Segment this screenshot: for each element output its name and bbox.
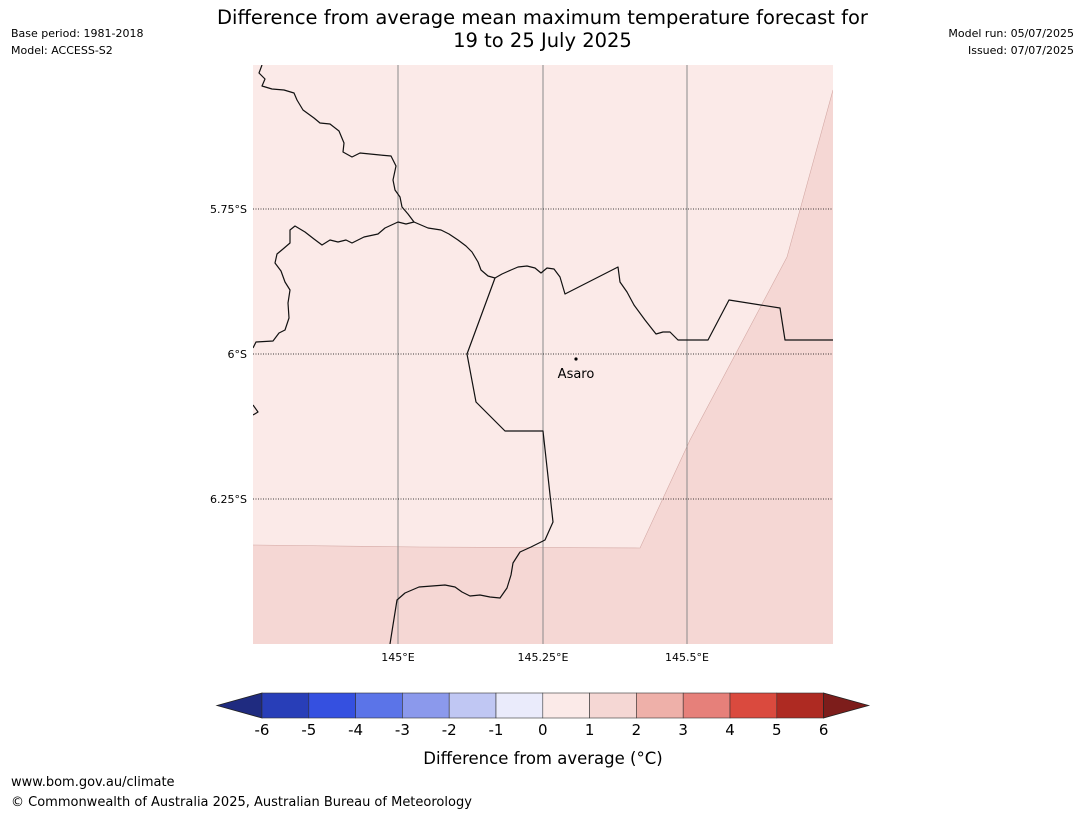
colorbar-swatch	[495, 692, 544, 719]
colorbar-tick-label: 2	[632, 721, 642, 739]
colorbar-swatch	[776, 692, 824, 719]
colorbar-swatch	[636, 692, 684, 719]
title-line-2: 19 to 25 July 2025	[453, 29, 632, 52]
model-run: Model run: 05/07/2025	[948, 27, 1074, 40]
anomaly-contour	[253, 89, 833, 549]
meta-left: Base period: 1981-2018 Model: ACCESS-S2	[11, 25, 143, 59]
colorbar-tick-label: 5	[772, 721, 782, 739]
boundary-asaro-west	[389, 277, 554, 644]
lat-label: 6°S	[228, 348, 247, 361]
colorbar-tick-label: -2	[442, 721, 457, 739]
colorbar-tick-label: -6	[255, 721, 270, 739]
asaro-marker	[574, 357, 578, 361]
colorbar-tick-label: -5	[301, 721, 316, 739]
colorbar-tick-label: -1	[489, 721, 504, 739]
colorbar-extend-max	[823, 692, 871, 719]
colorbar-swatch	[261, 692, 310, 719]
base-period: Base period: 1981-2018	[11, 27, 144, 40]
page-title: Difference from average mean maximum tem…	[160, 6, 925, 52]
asaro-label: Asaro	[558, 367, 595, 382]
lat-label: 6.25°S	[210, 493, 247, 506]
boundary-ridge	[413, 221, 833, 341]
map-plot: Asaro	[253, 65, 833, 644]
colorbar-swatch	[355, 692, 403, 719]
footer-url[interactable]: www.bom.gov.au/climate	[11, 775, 175, 790]
colorbar-swatch	[589, 692, 637, 719]
lat-label: 5.75°S	[210, 203, 247, 216]
lon-label: 145.25°E	[518, 651, 569, 664]
colorbar-tick-label: 4	[725, 721, 735, 739]
colorbar-swatch	[308, 692, 356, 719]
lat-labels: 5.75°S 6°S 6.25°S	[210, 203, 247, 506]
colorbar-swatch	[542, 692, 590, 719]
footer-copyright: © Commonwealth of Australia 2025, Austra…	[11, 795, 472, 810]
issued-date: Issued: 07/07/2025	[967, 44, 1074, 57]
lon-labels: 145°E 145.25°E 145.5°E	[381, 651, 709, 664]
anomaly-band-1-2	[253, 90, 833, 644]
colorbar-tick-label: 6	[819, 721, 829, 739]
colorbar: -6 -5 -4 -3 -2 -1 0 1 2 3 4 5 6	[215, 692, 871, 739]
lon-label: 145.5°E	[665, 651, 709, 664]
colorbar-tick-label: -4	[348, 721, 363, 739]
colorbar-extend-min	[215, 692, 263, 719]
colorbar-tick-label: -3	[395, 721, 410, 739]
colorbar-swatch	[448, 692, 497, 719]
graticule-lon	[397, 65, 688, 644]
colorbar-swatch	[682, 692, 731, 719]
lon-label: 145°E	[381, 651, 414, 664]
province-boundaries	[253, 65, 833, 644]
boundary-fragment	[253, 404, 259, 416]
boundary-north	[253, 65, 415, 349]
model-name: Model: ACCESS-S2	[11, 44, 113, 57]
colorbar-tick-label: 1	[585, 721, 595, 739]
colorbar-tick-label: 0	[538, 721, 548, 739]
graticule-lat	[253, 208, 833, 500]
title-line-1: Difference from average mean maximum tem…	[217, 6, 868, 29]
colorbar-swatch	[729, 692, 778, 719]
colorbar-tick-label: 3	[678, 721, 688, 739]
colorbar-label: Difference from average (°C)	[423, 749, 662, 768]
colorbar-swatch	[402, 692, 450, 719]
meta-right: Model run: 05/07/2025 Issued: 07/07/2025	[948, 25, 1074, 59]
